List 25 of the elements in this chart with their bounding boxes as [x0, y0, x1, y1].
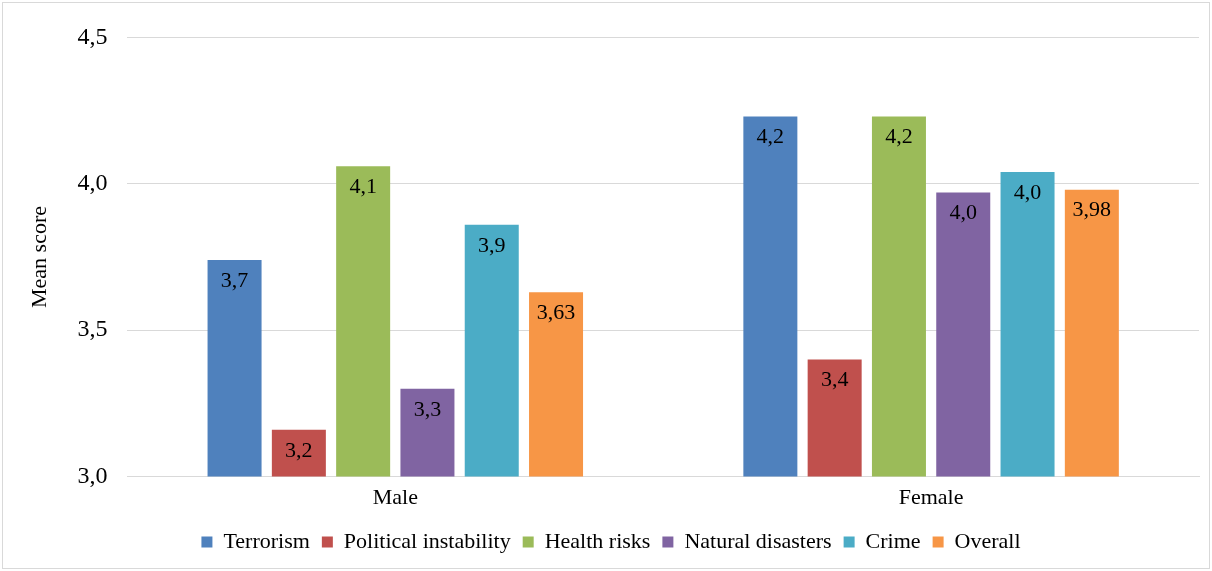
legend-label: Crime: [865, 527, 921, 553]
data-label: 4,0: [1013, 178, 1042, 204]
y-tick-label: 4,5: [77, 22, 108, 49]
data-label: 4,0: [949, 199, 977, 225]
legend-label: Terrorism: [223, 527, 310, 553]
x-tick-label: Female: [898, 483, 964, 509]
y-tick-label: 3,5: [77, 315, 108, 342]
x-tick-label: Male: [372, 483, 418, 509]
y-tick-label: 3,0: [77, 461, 108, 488]
legend-label: Overall: [954, 527, 1021, 553]
y-axis-title: Mean score: [25, 205, 51, 309]
data-label: 3,4: [820, 366, 849, 392]
legend-label: Health risks: [544, 527, 651, 553]
data-label: 4,1: [349, 173, 377, 199]
legend-label: Natural disasters: [684, 527, 832, 553]
y-tick-label: 4,0: [77, 169, 108, 196]
data-label: 4,2: [756, 123, 785, 149]
data-label: 4,2: [885, 123, 913, 149]
data-label: 3,7: [220, 266, 249, 292]
data-label: 3,98: [1072, 196, 1112, 222]
data-label: 3,63: [536, 298, 576, 324]
data-label: 3,9: [477, 231, 506, 257]
legend-label: Political instability: [343, 527, 511, 553]
data-label: 3,2: [285, 436, 313, 462]
data-label: 3,3: [413, 395, 442, 421]
